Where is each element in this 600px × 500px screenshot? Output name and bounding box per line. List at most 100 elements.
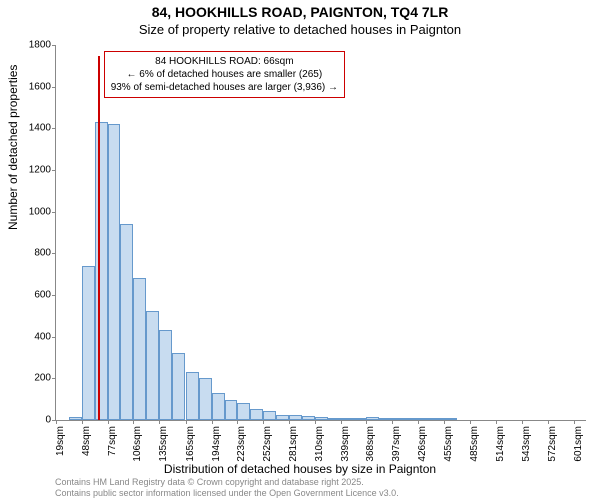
histogram-bar (237, 403, 250, 420)
histogram-bar (199, 378, 212, 420)
y-tick-label: 1000 (11, 206, 51, 217)
x-tick (159, 420, 160, 424)
annotation-box: 84 HOOKHILLS ROAD: 66sqm← 6% of detached… (104, 51, 345, 98)
x-tick (212, 420, 213, 424)
y-tick-label: 1400 (11, 123, 51, 134)
histogram-bar (328, 418, 341, 421)
x-tick-label: 194sqm (211, 426, 222, 462)
annotation-line: 93% of semi-detached houses are larger (… (111, 81, 338, 94)
histogram-bar (95, 122, 108, 420)
x-tick-label: 19sqm (55, 426, 66, 456)
histogram-bar (392, 418, 405, 420)
histogram-bar (250, 409, 263, 420)
y-tick-label: 600 (11, 290, 51, 301)
footer-attribution: Contains HM Land Registry data © Crown c… (55, 477, 399, 499)
x-tick (341, 420, 342, 424)
y-tick-label: 800 (11, 248, 51, 259)
x-tick-label: 397sqm (391, 426, 402, 462)
histogram-bar (263, 411, 276, 420)
histogram-bar (302, 416, 315, 420)
y-tick-label: 1600 (11, 81, 51, 92)
x-tick (237, 420, 238, 424)
histogram-bar (146, 311, 159, 420)
y-tick-label: 400 (11, 331, 51, 342)
x-tick (366, 420, 367, 424)
y-tick (52, 87, 56, 88)
x-tick-label: 601sqm (573, 426, 584, 462)
x-tick-label: 281sqm (288, 426, 299, 462)
x-axis-label: Distribution of detached houses by size … (0, 462, 600, 476)
x-tick-label: 48sqm (81, 426, 92, 456)
x-tick-label: 426sqm (417, 426, 428, 462)
x-tick-label: 223sqm (236, 426, 247, 462)
y-tick (52, 337, 56, 338)
histogram-bar (353, 418, 366, 420)
x-tick (133, 420, 134, 424)
chart-subtitle: Size of property relative to detached ho… (0, 22, 600, 37)
property-marker-line (98, 56, 100, 420)
histogram-bar (133, 278, 146, 420)
x-tick (186, 420, 187, 424)
x-tick (315, 420, 316, 424)
y-tick (52, 295, 56, 296)
x-tick-label: 543sqm (521, 426, 532, 462)
y-tick (52, 212, 56, 213)
histogram-bar (315, 417, 328, 420)
x-tick (82, 420, 83, 424)
histogram-bar (431, 418, 444, 420)
histogram-bar (82, 266, 95, 420)
histogram-bar (186, 372, 199, 420)
x-tick-label: 572sqm (547, 426, 558, 462)
x-tick-label: 485sqm (469, 426, 480, 462)
x-tick (263, 420, 264, 424)
histogram-bar (159, 330, 172, 420)
x-tick (496, 420, 497, 424)
x-tick (574, 420, 575, 424)
annotation-line: 84 HOOKHILLS ROAD: 66sqm (111, 55, 338, 68)
x-tick-label: 339sqm (340, 426, 351, 462)
y-tick-label: 1200 (11, 165, 51, 176)
histogram-bar (120, 224, 133, 420)
x-tick (548, 420, 549, 424)
histogram-bar (172, 353, 185, 420)
x-tick-label: 514sqm (495, 426, 506, 462)
histogram-bar (69, 417, 82, 420)
x-tick-label: 310sqm (314, 426, 325, 462)
footer-line-1: Contains HM Land Registry data © Crown c… (55, 477, 399, 488)
x-tick-label: 77sqm (107, 426, 118, 456)
x-tick-label: 455sqm (443, 426, 454, 462)
y-tick (52, 170, 56, 171)
histogram-bar (405, 418, 418, 420)
x-tick-label: 252sqm (262, 426, 273, 462)
x-tick (522, 420, 523, 424)
histogram-bar (379, 418, 392, 420)
chart-title: 84, HOOKHILLS ROAD, PAIGNTON, TQ4 7LR (0, 4, 600, 20)
x-tick (108, 420, 109, 424)
x-tick (418, 420, 419, 424)
y-tick (52, 128, 56, 129)
histogram-bar (366, 417, 379, 420)
histogram-bar (212, 393, 225, 420)
y-tick (52, 45, 56, 46)
x-tick (56, 420, 57, 424)
x-tick-label: 106sqm (132, 426, 143, 462)
y-tick-label: 0 (11, 415, 51, 426)
histogram-bar (225, 400, 238, 420)
x-tick (470, 420, 471, 424)
y-tick-label: 200 (11, 373, 51, 384)
plot-area: 84 HOOKHILLS ROAD: 66sqm← 6% of detached… (55, 45, 586, 421)
histogram-bar (108, 124, 121, 420)
y-tick-label: 1800 (11, 40, 51, 51)
footer-line-2: Contains public sector information licen… (55, 488, 399, 499)
histogram-bar (289, 415, 302, 420)
histogram-bar (276, 415, 289, 420)
histogram-bar (418, 418, 431, 420)
chart-container: 84, HOOKHILLS ROAD, PAIGNTON, TQ4 7LR Si… (0, 0, 600, 500)
histogram-bar (341, 418, 354, 420)
x-tick-label: 135sqm (158, 426, 169, 462)
histogram-bar (444, 418, 457, 420)
x-tick (392, 420, 393, 424)
x-tick (289, 420, 290, 424)
y-tick (52, 378, 56, 379)
x-tick-label: 165sqm (185, 426, 196, 462)
